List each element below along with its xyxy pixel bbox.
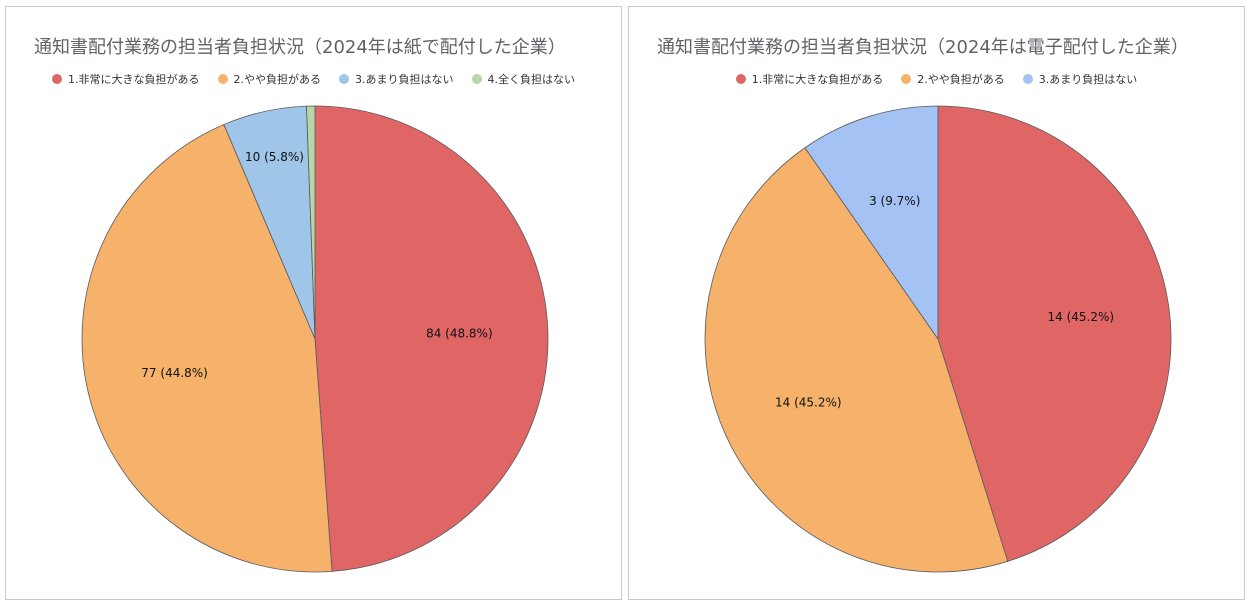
legend-label-4: 4.全く負担はない bbox=[487, 73, 576, 86]
legend-swatch-3 bbox=[339, 74, 349, 84]
chart-panel-paper: 通知書配付業務の担当者負担状況（2024年は紙で配付した企業） 1.非常に大きな… bbox=[5, 6, 622, 600]
legend-item-4: 4.全く負担はない bbox=[471, 71, 576, 87]
legend-item-1: 1.非常に大きな負担がある bbox=[52, 71, 200, 87]
legend-label-3: 3.あまり負担はない bbox=[355, 73, 454, 86]
data-label-1: 14 (45.2%) bbox=[1048, 310, 1115, 324]
legend-label-1: 1.非常に大きな負担がある bbox=[68, 73, 200, 86]
chart-title: 通知書配付業務の担当者負担状況（2024年は紙で配付した企業） bbox=[34, 37, 566, 58]
legend-label-3: 3.あまり負担はない bbox=[1038, 73, 1138, 86]
legend-swatch-2 bbox=[901, 74, 912, 84]
data-label-3: 3 (9.7%) bbox=[869, 194, 920, 208]
data-label-2: 77 (44.8%) bbox=[141, 366, 208, 380]
legend-item-3: 3.あまり負担はない bbox=[1022, 71, 1138, 87]
legend-item-1: 1.非常に大きな負担がある bbox=[735, 71, 884, 87]
legend-label-2: 2.やや負担がある bbox=[917, 73, 1005, 86]
legend-label-1: 1.非常に大きな負担がある bbox=[751, 73, 884, 86]
legend-swatch-4 bbox=[471, 74, 482, 84]
pie-slice-1 bbox=[314, 105, 549, 572]
legend: 1.非常に大きな負担がある 2.やや負担がある 3.あまり負担はない bbox=[629, 71, 1244, 87]
legend-swatch-2 bbox=[217, 74, 228, 84]
legend-swatch-3 bbox=[1022, 74, 1033, 84]
legend-label-2: 2.やや負担がある bbox=[233, 73, 322, 86]
pie-slice-3 bbox=[804, 105, 939, 341]
pie-chart-paper: 84 (48.8%) 77 (44.8%) 10 (5.8%) bbox=[81, 105, 549, 573]
legend-swatch-1 bbox=[52, 74, 62, 84]
chart-title: 通知書配付業務の担当者負担状況（2024年は電子配付した企業） bbox=[657, 37, 1189, 58]
pie-slice-1 bbox=[937, 105, 1172, 562]
legend-item-3: 3.あまり負担はない bbox=[339, 71, 454, 87]
legend-swatch-1 bbox=[735, 74, 746, 84]
legend-item-2: 2.やや負担がある bbox=[217, 71, 322, 87]
legend-item-2: 2.やや負担がある bbox=[901, 71, 1005, 87]
pie-chart-electronic: 14 (45.2%) 14 (45.2%) 3 (9.7%) bbox=[704, 105, 1172, 573]
pie-slice-2 bbox=[81, 124, 333, 573]
data-label-2: 14 (45.2%) bbox=[775, 396, 842, 410]
data-label-3: 10 (5.8%) bbox=[245, 150, 304, 164]
legend: 1.非常に大きな負担がある 2.やや負担がある 3.あまり負担はない 4.全く負… bbox=[6, 71, 621, 87]
chart-panel-electronic: 通知書配付業務の担当者負担状況（2024年は電子配付した企業） 1.非常に大きな… bbox=[628, 6, 1245, 600]
data-label-1: 84 (48.8%) bbox=[426, 327, 493, 341]
pie-slice-4 bbox=[306, 105, 316, 340]
pie-slice-2 bbox=[704, 147, 1009, 573]
